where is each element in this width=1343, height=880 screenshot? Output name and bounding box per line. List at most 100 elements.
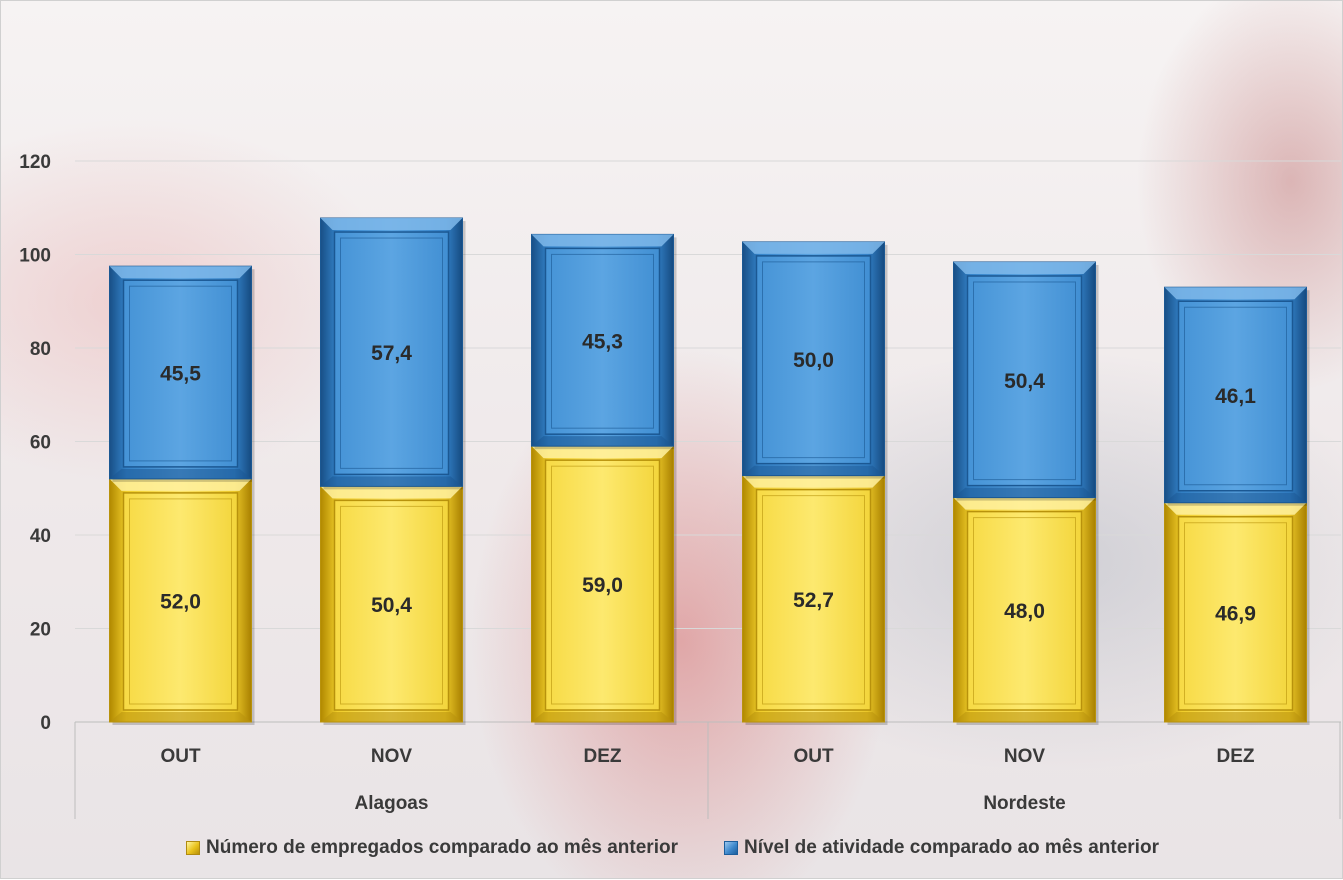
bar-inner-panel [966, 275, 1083, 487]
data-label-empregados: 52,7 [793, 589, 834, 612]
data-label-empregados: 52,0 [160, 590, 201, 613]
x-category-label: DEZ [1217, 746, 1255, 767]
x-category-label: NOV [371, 746, 413, 767]
x-category-label: OUT [793, 746, 834, 767]
bars [109, 217, 1310, 725]
bar-empregados [953, 497, 1099, 725]
bar-atividade [531, 233, 677, 450]
bar-bevel-bottom [742, 465, 885, 476]
bar-inner-panel [122, 279, 239, 468]
bar-empregados [1164, 502, 1310, 725]
bar-bevel-top [1164, 287, 1307, 300]
bar-atividade [1164, 286, 1310, 506]
bar-bevel-top [742, 241, 885, 254]
gridlines [75, 160, 1341, 629]
bar-bevel-bottom [531, 436, 674, 447]
bar-inner-frame [340, 237, 443, 469]
bar-bevel-top [320, 486, 463, 499]
y-tick-label: 20 [30, 620, 51, 641]
y-tick-label: 120 [19, 152, 51, 173]
axes: 0 20 40 60 80 100 120 OUT NOV DEZ OUT NOV DEZ Alagoas… [19, 152, 1341, 819]
bar-inner-frame [129, 285, 232, 462]
bar-inner-frame [340, 505, 443, 705]
y-tick-label: 60 [30, 433, 51, 454]
legend-label-empregados: Número de empregados comparado ao mês an… [206, 837, 678, 858]
bar-inner-frame [1184, 306, 1287, 486]
bar-bevel-bottom [531, 712, 674, 722]
bar-empregados [320, 485, 466, 725]
bar-atividade [953, 261, 1099, 501]
bar-empregados [531, 445, 677, 725]
data-label-empregados: 50,4 [371, 594, 412, 617]
data-label-empregados: 59,0 [582, 574, 623, 597]
bar-inner-panel [544, 459, 661, 711]
legend-item-empregados: Número de empregados comparado ao mês an… [186, 837, 678, 859]
bar-inner-frame [551, 253, 654, 429]
bar-bevel-top [1164, 502, 1307, 515]
bar-inner-frame [551, 465, 654, 705]
data-label-atividade: 46,1 [1215, 385, 1256, 408]
bar-bevel-top [953, 497, 1096, 510]
bar-inner-frame [973, 517, 1076, 705]
bar-inner-panel [1177, 300, 1294, 492]
data-label-atividade: 57,4 [371, 342, 412, 365]
bar-bevel-bottom [320, 476, 463, 487]
x-group-label: Alagoas [355, 793, 429, 814]
bar-bevel-bottom [109, 712, 252, 722]
bar-inner-frame [973, 281, 1076, 481]
bar-inner-frame [1184, 522, 1287, 705]
bar-inner-panel [755, 488, 872, 711]
bar-bevel-bottom [109, 468, 252, 479]
legend: Número de empregados comparado ao mês an… [1, 837, 1343, 859]
bar-inner-panel [1177, 515, 1294, 711]
x-category-label: OUT [160, 746, 201, 767]
bar-inner-frame [129, 498, 232, 705]
bar-inner-panel [966, 510, 1083, 711]
bar-atividade [320, 217, 466, 490]
y-tick-label: 100 [19, 246, 51, 267]
bar-inner-panel [333, 499, 450, 711]
legend-swatch-blue [723, 841, 738, 855]
bar-empregados [742, 475, 888, 725]
legend-item-atividade: Nível de atividade comparado ao mês ante… [723, 837, 1159, 859]
bar-bevel-top [109, 478, 252, 491]
bar-bevel-top [531, 446, 674, 459]
bar-bevel-top [953, 261, 1096, 274]
bar-inner-panel [544, 247, 661, 435]
bar-bevel-top [109, 266, 252, 279]
x-group-label: Nordeste [983, 793, 1065, 814]
legend-swatch-yellow [186, 841, 201, 855]
y-tick-label: 80 [30, 339, 51, 360]
bar-atividade [109, 265, 255, 482]
data-label-empregados: 48,0 [1004, 600, 1045, 623]
bar-bevel-bottom [953, 712, 1096, 722]
data-label-atividade: 50,0 [793, 349, 834, 372]
y-tick-label: 0 [40, 713, 51, 734]
bar-bevel-bottom [320, 712, 463, 722]
data-label-atividade: 45,5 [160, 363, 201, 386]
bar-bevel-top [531, 234, 674, 247]
legend-label-atividade: Nível de atividade comparado ao mês ante… [743, 837, 1159, 858]
data-label-atividade: 50,4 [1004, 370, 1045, 393]
bar-bevel-bottom [1164, 712, 1307, 722]
x-category-label: NOV [1004, 746, 1046, 767]
bar-atividade [742, 241, 888, 479]
bar-bevel-top [742, 475, 885, 488]
y-tick-label: 40 [30, 526, 51, 547]
x-category-label: DEZ [584, 746, 622, 767]
data-label-atividade: 45,3 [582, 330, 623, 353]
labels: 52,0 45,5 50,4 57,4 59,0 45,3 52,7 50,0 48,0 50,4… [160, 330, 1256, 625]
bar-bevel-bottom [953, 487, 1096, 498]
bar-inner-panel [333, 231, 450, 476]
bar-inner-panel [122, 492, 239, 711]
bar-bevel-top [320, 218, 463, 231]
bar-inner-frame [762, 261, 865, 459]
bar-empregados [109, 478, 255, 725]
bar-bevel-bottom [742, 712, 885, 722]
bar-inner-panel [755, 255, 872, 465]
bar-inner-frame [762, 495, 865, 705]
bar-bevel-bottom [1164, 492, 1307, 503]
data-label-empregados: 46,9 [1215, 602, 1256, 625]
